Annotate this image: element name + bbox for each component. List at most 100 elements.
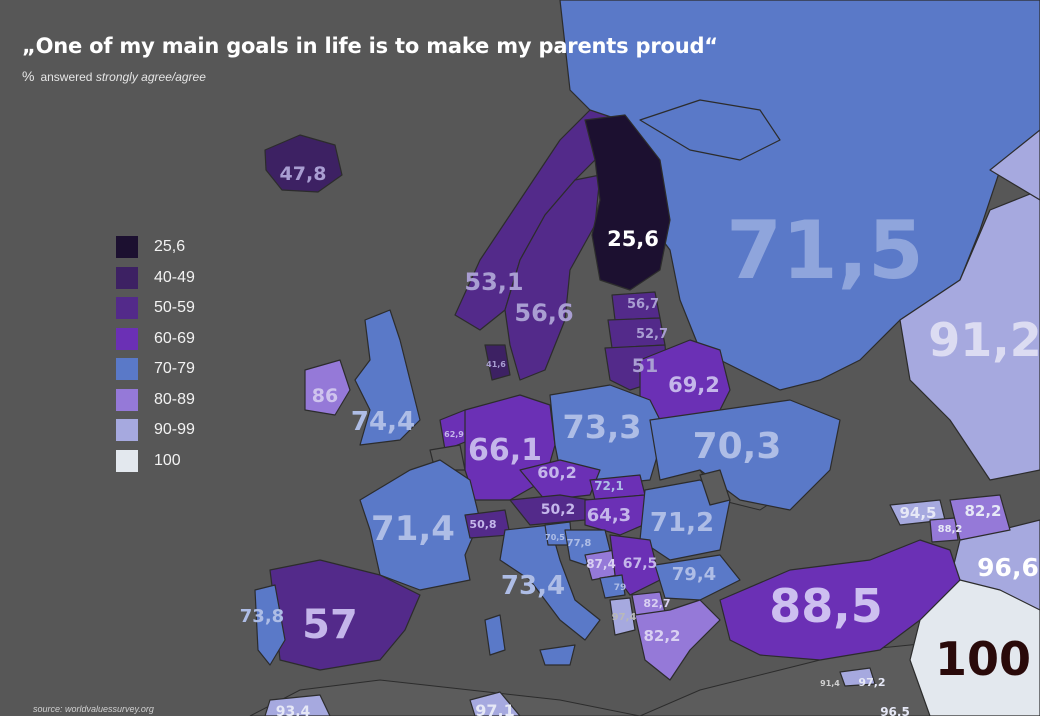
country-poland [549, 384, 666, 486]
value-label-croatia: 77,8 [567, 538, 592, 549]
subtitle-emphasis: strongly agree/agree [95, 70, 206, 84]
value-label-romania: 71,2 [650, 508, 714, 538]
value-label-cyprus: 97,2 [858, 676, 885, 689]
value-label-poland: 73,3 [563, 408, 642, 446]
value-label-albania: 97,4 [612, 612, 637, 623]
value-label-iraq: 96,5 [880, 705, 910, 716]
country-finland [584, 114, 671, 291]
legend-item: 60-69 [116, 324, 195, 355]
value-label-serbia: 67,5 [623, 556, 658, 572]
country-kazakhstan-north [989, 129, 1040, 201]
country-albania [609, 597, 636, 636]
value-label-netherlands: 62,9 [444, 430, 464, 439]
country-sardinia [484, 614, 506, 656]
value-label-iceland: 47,8 [280, 163, 327, 185]
legend-label: 25,6 [154, 238, 186, 256]
value-label-kazakhstan: 91,2 [928, 313, 1040, 367]
value-label-north-macedonia: 82,7 [643, 597, 670, 610]
value-label-georgia: 94,5 [899, 504, 936, 522]
country-hungary [584, 494, 656, 536]
legend-swatch [116, 297, 138, 320]
value-label-portugal: 73,8 [240, 606, 284, 627]
legend-label: 60-69 [154, 329, 195, 347]
country-morocco [264, 694, 331, 716]
country-kazakhstan [899, 189, 1040, 481]
value-label-iran: 100 [935, 632, 1031, 686]
value-label-great-britain: 74,4 [351, 407, 415, 437]
country-tunisia [469, 691, 521, 716]
legend-swatch [116, 419, 138, 442]
value-label-tunisia: 97,1 [475, 701, 514, 716]
country-sweden [504, 174, 601, 381]
legend-item: 40-49 [116, 263, 195, 294]
value-label-lebanon: 91,4 [820, 679, 840, 688]
country-iran [909, 579, 1040, 716]
country-france [359, 459, 481, 591]
country-denmark [484, 344, 511, 381]
value-label-slovenia: 70,5 [545, 533, 565, 542]
legend-label: 70-79 [154, 360, 195, 378]
value-label-denmark: 41,6 [486, 360, 506, 369]
value-label-spain: 57 [302, 602, 358, 648]
value-label-latvia: 52,7 [636, 327, 668, 342]
subtitle-unit: % [22, 68, 35, 84]
value-label-sweden: 56,6 [514, 299, 573, 327]
legend-swatch [116, 449, 138, 472]
legend-item: 70-79 [116, 354, 195, 385]
value-label-bulgaria: 79,4 [672, 564, 716, 585]
country-portugal [254, 584, 286, 666]
legend-item: 100 [116, 446, 195, 477]
value-label-switzerland: 50,8 [469, 518, 496, 531]
value-labels: 47,8 53,1 56,6 25,6 71,5 91,2 56,7 52,7 … [240, 163, 1040, 716]
map-subtitle: % answered strongly agree/agree [22, 68, 206, 84]
legend-item: 25,6 [116, 232, 195, 263]
legend-label: 80-89 [154, 390, 195, 408]
country-armenia [929, 517, 959, 543]
value-label-morocco: 93,4 [276, 704, 311, 716]
legend-label: 50-59 [154, 299, 195, 317]
value-label-germany: 66,1 [468, 433, 542, 468]
legend-swatch [116, 358, 138, 381]
map-title: „One of my main goals in life is to make… [22, 34, 718, 58]
country-greece [634, 599, 721, 681]
value-label-turkey: 88,5 [769, 579, 883, 633]
country-great-britain [354, 309, 421, 446]
value-label-finland: 25,6 [607, 227, 659, 251]
country-azerbaijan [949, 494, 1011, 541]
country-cyprus [839, 667, 876, 687]
value-label-bosnia: 87,4 [586, 557, 616, 571]
value-label-lithuania: 51 [632, 355, 658, 377]
country-kola [639, 99, 781, 161]
value-label-belarus: 69,2 [668, 373, 720, 397]
legend-swatch [116, 327, 138, 350]
country-ukraine [649, 399, 841, 511]
value-label-russia: 71,5 [726, 204, 923, 297]
value-label-norway: 53,1 [464, 268, 523, 296]
value-label-hungary: 64,3 [587, 505, 631, 526]
country-moldova [699, 469, 731, 506]
value-label-czechia: 60,2 [537, 463, 576, 482]
value-label-estonia: 56,7 [627, 297, 659, 312]
country-turkey [719, 539, 961, 661]
value-label-ukraine: 70,3 [693, 426, 782, 467]
value-label-armenia: 88,2 [938, 524, 963, 535]
value-label-slovakia: 72,1 [594, 479, 624, 493]
legend-label: 100 [154, 451, 181, 469]
legend-swatch [116, 236, 138, 259]
countries [254, 0, 1040, 716]
legend-label: 90-99 [154, 421, 195, 439]
country-sicily [539, 644, 576, 666]
subtitle-prefix: answered [40, 70, 93, 84]
country-iceland [264, 134, 343, 193]
value-label-ireland: 86 [312, 385, 338, 407]
value-label-greece: 82,2 [643, 627, 680, 645]
legend-swatch [116, 266, 138, 289]
value-label-azerbaijan: 82,2 [964, 502, 1001, 520]
value-label-france: 71,4 [371, 509, 455, 549]
legend-swatch [116, 388, 138, 411]
country-bulgaria [654, 554, 741, 601]
value-label-italy: 73,4 [501, 571, 565, 601]
value-label-austria: 50,2 [541, 502, 576, 518]
legend-item: 90-99 [116, 415, 195, 446]
